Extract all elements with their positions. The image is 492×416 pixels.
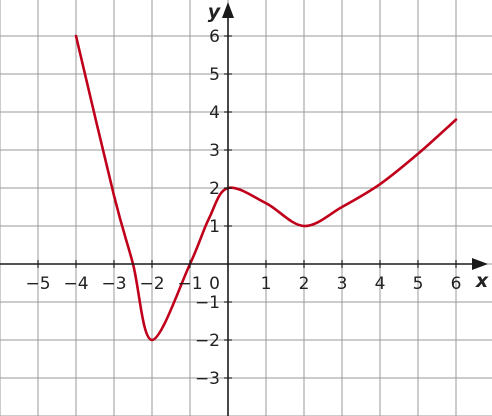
origin-label: 0 <box>209 274 220 294</box>
y-tick-label: 1 <box>209 217 220 237</box>
y-tick-label: 4 <box>209 103 220 123</box>
x-tick-label: 1 <box>261 274 272 294</box>
y-axis-label: y <box>208 1 222 23</box>
x-tick-label: −2 <box>139 274 164 294</box>
x-tick-label: −4 <box>63 274 88 294</box>
tick-labels: −5 −4 −3 −2 −1 1 2 3 4 5 6 6 5 4 3 2 1 −1 −2 −3 0 x y <box>25 1 488 389</box>
y-tick-label: 5 <box>209 65 220 85</box>
y-tick-label: −2 <box>195 331 220 351</box>
series-line <box>74 34 458 342</box>
x-tick-label: 3 <box>337 274 348 294</box>
x-tick-label: 6 <box>451 274 462 294</box>
y-axis-arrow <box>222 2 234 18</box>
x-axis-label: x <box>475 270 489 292</box>
x-tick-label: 2 <box>299 274 310 294</box>
x-tick-label: −3 <box>101 274 126 294</box>
x-tick-label: 5 <box>413 274 424 294</box>
y-tick-label: 6 <box>209 27 220 47</box>
y-tick-label: −3 <box>195 369 220 389</box>
series-curves <box>74 34 458 342</box>
x-tick-label: 4 <box>375 274 386 294</box>
x-tick-label: −1 <box>177 274 202 294</box>
y-tick-label: 2 <box>209 179 220 199</box>
x-tick-label: −5 <box>25 274 50 294</box>
y-tick-label: 3 <box>209 141 220 161</box>
y-tick-label: −1 <box>195 293 220 313</box>
x-axis-arrow <box>472 258 488 270</box>
